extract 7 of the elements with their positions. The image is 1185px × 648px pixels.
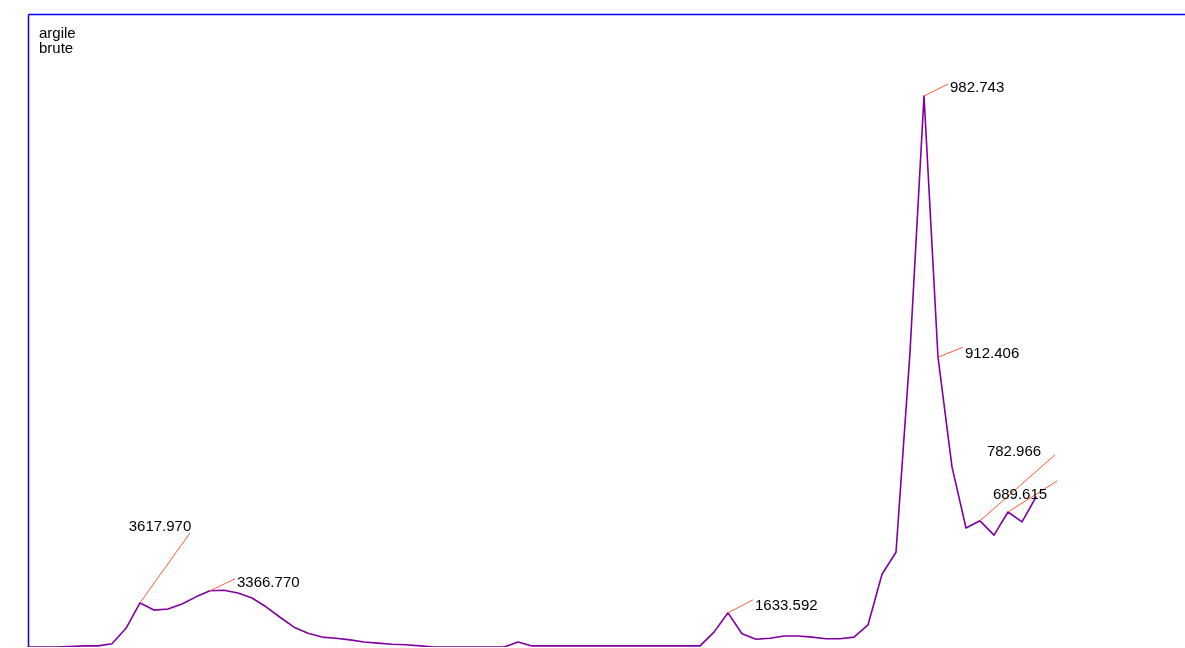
annotation: 782.966 <box>986 441 1042 459</box>
text: 982.743 <box>950 78 1005 95</box>
annotation: 1633.592 <box>755 595 818 613</box>
annotation: 3366.770 <box>237 572 300 590</box>
chart-title: argile brute <box>39 24 76 56</box>
annotation: 912.406 <box>965 344 1020 362</box>
annotation: 3617.970 <box>128 516 192 534</box>
